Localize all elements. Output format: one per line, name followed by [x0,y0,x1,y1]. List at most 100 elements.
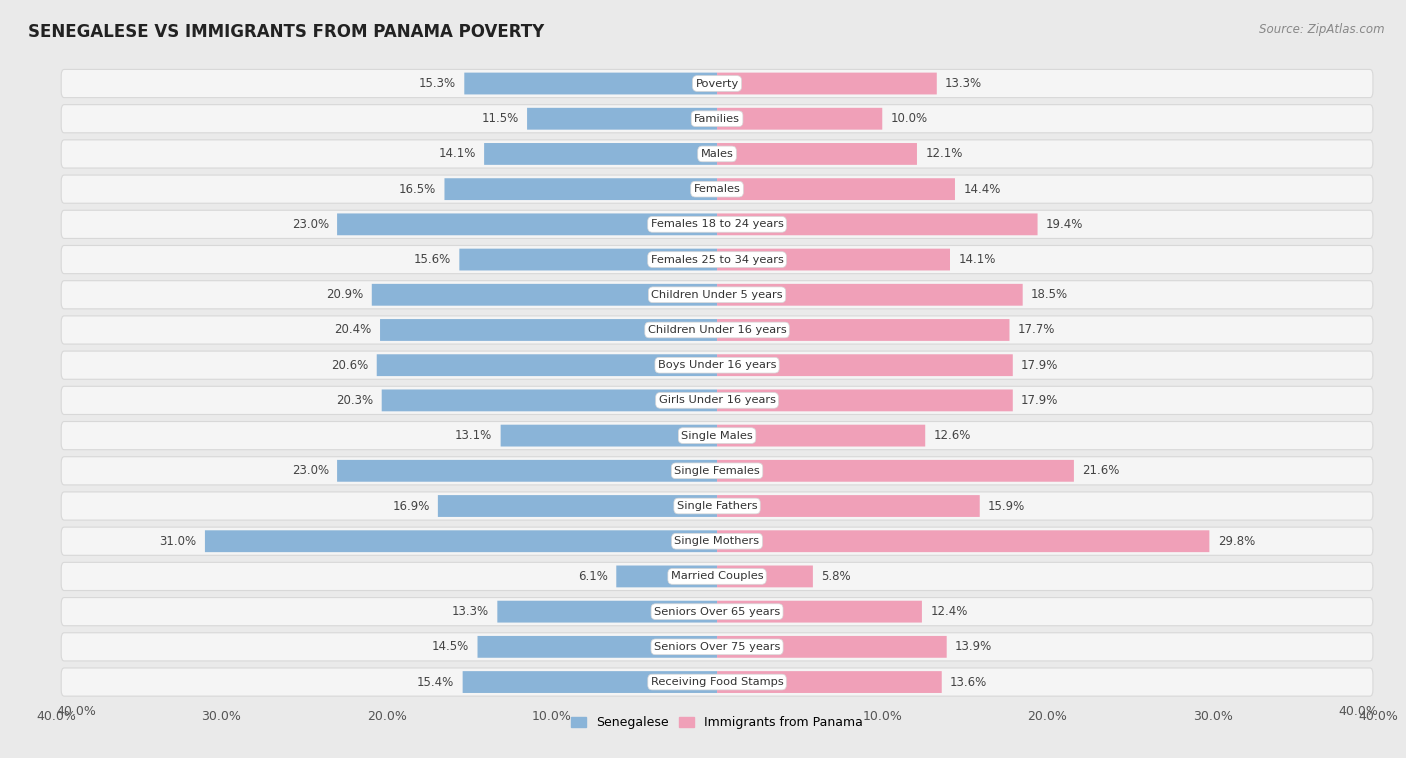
Text: 13.6%: 13.6% [950,675,987,688]
Text: 13.3%: 13.3% [945,77,983,90]
Text: 14.1%: 14.1% [439,148,475,161]
Text: 17.9%: 17.9% [1021,359,1059,371]
Text: 21.6%: 21.6% [1083,465,1119,478]
FancyBboxPatch shape [717,601,922,622]
Text: 14.5%: 14.5% [432,641,470,653]
Text: SENEGALESE VS IMMIGRANTS FROM PANAMA POVERTY: SENEGALESE VS IMMIGRANTS FROM PANAMA POV… [28,23,544,41]
FancyBboxPatch shape [62,280,1372,309]
Text: 10.0%: 10.0% [890,112,928,125]
Text: 12.6%: 12.6% [934,429,972,442]
Text: Single Males: Single Males [681,431,754,440]
Text: 6.1%: 6.1% [578,570,607,583]
FancyBboxPatch shape [337,460,717,482]
Text: 16.9%: 16.9% [392,500,430,512]
FancyBboxPatch shape [527,108,717,130]
Text: 20.9%: 20.9% [326,288,364,301]
FancyBboxPatch shape [62,246,1372,274]
FancyBboxPatch shape [62,140,1372,168]
FancyBboxPatch shape [62,105,1372,133]
FancyBboxPatch shape [717,390,1012,412]
FancyBboxPatch shape [717,671,942,693]
Text: 31.0%: 31.0% [159,534,197,548]
FancyBboxPatch shape [62,316,1372,344]
FancyBboxPatch shape [717,143,917,164]
FancyBboxPatch shape [62,387,1372,415]
Text: Single Females: Single Females [675,466,759,476]
Text: 20.6%: 20.6% [332,359,368,371]
Text: Females 25 to 34 years: Females 25 to 34 years [651,255,783,265]
Text: Males: Males [700,149,734,159]
FancyBboxPatch shape [484,143,717,164]
FancyBboxPatch shape [717,565,813,587]
FancyBboxPatch shape [62,457,1372,485]
FancyBboxPatch shape [717,319,1010,341]
FancyBboxPatch shape [371,283,717,305]
Text: 17.7%: 17.7% [1018,324,1054,337]
Text: Seniors Over 65 years: Seniors Over 65 years [654,606,780,617]
FancyBboxPatch shape [377,354,717,376]
FancyBboxPatch shape [62,527,1372,556]
FancyBboxPatch shape [717,354,1012,376]
FancyBboxPatch shape [337,214,717,235]
FancyBboxPatch shape [464,73,717,95]
Text: Poverty: Poverty [696,79,738,89]
Text: 20.4%: 20.4% [335,324,371,337]
Text: 23.0%: 23.0% [291,465,329,478]
Text: Single Fathers: Single Fathers [676,501,758,511]
Text: 23.0%: 23.0% [291,218,329,231]
Text: Married Couples: Married Couples [671,572,763,581]
FancyBboxPatch shape [717,460,1074,482]
FancyBboxPatch shape [62,597,1372,625]
Text: Seniors Over 75 years: Seniors Over 75 years [654,642,780,652]
Text: 13.1%: 13.1% [456,429,492,442]
FancyBboxPatch shape [62,175,1372,203]
Text: 40.0%: 40.0% [56,705,96,718]
Text: 29.8%: 29.8% [1218,534,1256,548]
FancyBboxPatch shape [444,178,717,200]
FancyBboxPatch shape [62,668,1372,696]
FancyBboxPatch shape [62,492,1372,520]
FancyBboxPatch shape [717,108,883,130]
Text: 20.3%: 20.3% [336,394,374,407]
FancyBboxPatch shape [717,214,1038,235]
Text: Children Under 5 years: Children Under 5 years [651,290,783,299]
Text: Single Mothers: Single Mothers [675,536,759,547]
FancyBboxPatch shape [62,421,1372,449]
Text: Girls Under 16 years: Girls Under 16 years [658,396,776,406]
Text: 15.3%: 15.3% [419,77,456,90]
FancyBboxPatch shape [380,319,717,341]
FancyBboxPatch shape [717,531,1209,552]
Text: 13.3%: 13.3% [451,605,489,618]
Text: Boys Under 16 years: Boys Under 16 years [658,360,776,370]
FancyBboxPatch shape [478,636,717,658]
Legend: Senegalese, Immigrants from Panama: Senegalese, Immigrants from Panama [567,711,868,735]
FancyBboxPatch shape [717,424,925,446]
FancyBboxPatch shape [437,495,717,517]
Text: 19.4%: 19.4% [1046,218,1083,231]
Text: Females: Females [693,184,741,194]
FancyBboxPatch shape [717,495,980,517]
Text: 5.8%: 5.8% [821,570,851,583]
Text: 15.9%: 15.9% [988,500,1025,512]
Text: 14.1%: 14.1% [959,253,995,266]
FancyBboxPatch shape [717,249,950,271]
Text: 17.9%: 17.9% [1021,394,1059,407]
FancyBboxPatch shape [717,636,946,658]
FancyBboxPatch shape [62,633,1372,661]
FancyBboxPatch shape [616,565,717,587]
Text: 40.0%: 40.0% [1339,705,1378,718]
Text: Receiving Food Stamps: Receiving Food Stamps [651,677,783,687]
Text: 16.5%: 16.5% [399,183,436,196]
FancyBboxPatch shape [62,70,1372,98]
Text: 15.4%: 15.4% [418,675,454,688]
FancyBboxPatch shape [501,424,717,446]
Text: Children Under 16 years: Children Under 16 years [648,325,786,335]
Text: 12.1%: 12.1% [925,148,963,161]
Text: 13.9%: 13.9% [955,641,993,653]
FancyBboxPatch shape [717,283,1022,305]
FancyBboxPatch shape [62,562,1372,590]
FancyBboxPatch shape [62,351,1372,379]
FancyBboxPatch shape [460,249,717,271]
FancyBboxPatch shape [717,178,955,200]
FancyBboxPatch shape [62,210,1372,239]
